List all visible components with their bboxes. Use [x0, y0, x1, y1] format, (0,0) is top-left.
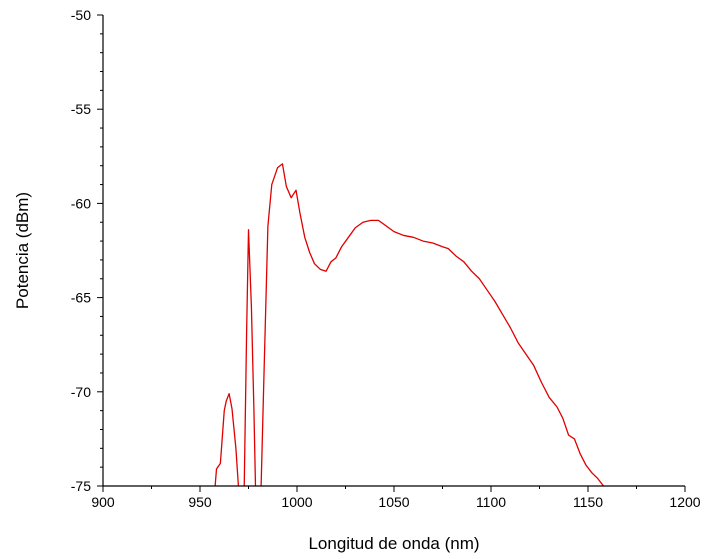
series-line	[214, 393, 240, 486]
series-layer	[214, 163, 605, 486]
series-line	[243, 229, 257, 486]
x-tick-label: 1050	[378, 494, 409, 510]
y-tick-label: -55	[71, 101, 91, 117]
x-axis-title: Longitud de onda (nm)	[308, 534, 479, 553]
x-tick-label: 1200	[669, 494, 700, 510]
y-axis-title: Potencia (dBm)	[13, 192, 32, 309]
y-tick-label: -70	[71, 384, 91, 400]
y-axis-ticks: -75 -70 -65 -60 -55 -50	[71, 7, 103, 494]
series-line	[260, 163, 605, 486]
y-tick-label: -75	[71, 478, 91, 494]
y-tick-label: -50	[71, 7, 91, 23]
x-tick-label: 1100	[476, 494, 506, 510]
x-tick-label: 950	[188, 494, 212, 510]
x-tick-label: 1000	[281, 494, 312, 510]
x-axis-ticks: 900 950 1000 1050 1100 1150 1200	[91, 486, 701, 510]
x-tick-label: 900	[91, 494, 115, 510]
y-tick-label: -65	[71, 290, 91, 306]
y-tick-label: -60	[71, 195, 91, 211]
x-tick-label: 1150	[573, 494, 603, 510]
